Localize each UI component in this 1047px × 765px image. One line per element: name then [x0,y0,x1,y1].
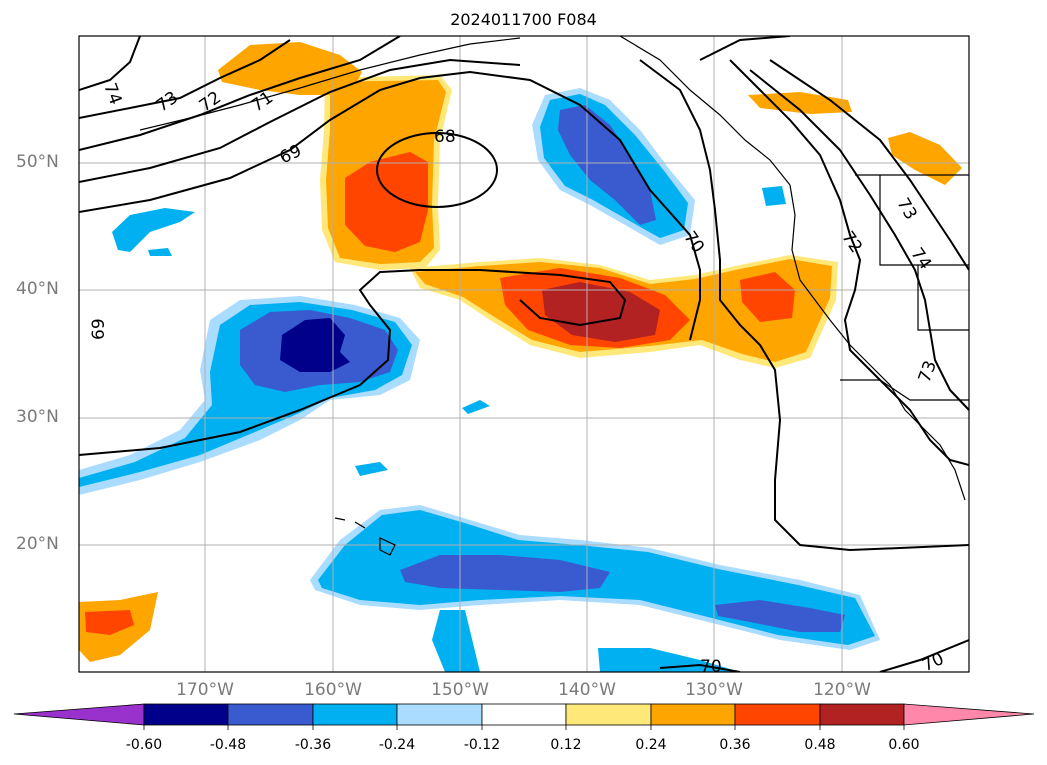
anomaly-red-n [345,152,428,252]
contour-label: 73 [892,195,920,224]
colorbar [13,703,1035,730]
anomaly-blue-tail [432,610,480,672]
contour-label-layer: 74 73 72 71 69 68 70 72 73 74 69 73 70 7… [89,80,947,677]
colorbar-tick: -0.24 [378,737,416,753]
anomaly-red-sw [85,610,134,635]
contour-label: 68 [434,127,456,147]
anomaly-fill-layer [79,42,962,672]
anomaly-orange-ak [218,42,362,95]
lat-label: 30°N [16,407,59,427]
anomaly-darkred-band [542,282,660,342]
contour-70-south [659,663,741,672]
lon-label: 160°W [304,680,362,700]
contour-label: 73 [153,88,182,117]
map-title: 2024011700 F084 [450,10,597,29]
colorbar-tick: 0.24 [635,737,667,753]
contour-label: 70 [700,657,722,677]
contour-68 [376,132,498,208]
colorbar-tick: -0.48 [209,737,247,753]
contour-71-west [79,58,521,183]
colorbar-tick: 0.36 [719,737,751,753]
colorbar-extend-low [13,703,145,726]
lat-label: 50°N [16,152,59,172]
colorbar-tick: 0.12 [550,737,582,753]
graticule [79,36,969,672]
map-frame [78,35,970,673]
contour-label: 74 [906,244,935,273]
contour-label: 69 [89,318,109,340]
contour-73-coast [749,69,969,411]
contour-label: 72 [196,88,225,117]
colorbar-tick: -0.36 [294,737,332,753]
lon-label: 120°W [813,680,871,700]
contour-72-east [699,36,791,61]
lat-label: 20°N [16,534,59,554]
anomaly-blue-small-5 [762,186,786,206]
lon-label: 150°W [431,680,489,700]
anomaly-orange-ak3 [888,132,962,185]
contour-72-coast [729,59,969,466]
contour-73-west [79,39,291,119]
lon-label: 170°W [176,680,234,700]
anomaly-blue-small-3 [355,462,388,476]
height-contours [79,36,969,672]
contour-69 [79,70,701,341]
contour-label: 69 [277,141,305,168]
colorbar-tick: -0.60 [125,737,163,753]
anomaly-blue-dark-ne [558,105,656,225]
contour-72-west [79,36,401,151]
contour-70-mid [79,269,627,456]
contour-74-west [79,36,141,91]
anomaly-blue-dark-south [400,555,610,592]
anomaly-blue-dark-south-2 [715,600,845,632]
lon-label: 130°W [685,680,743,700]
anomaly-blue-small-1 [112,208,195,252]
colorbar-tick: 0.48 [804,737,836,753]
anomaly-blue-small-2 [148,248,172,256]
anomaly-blue-small-4 [462,400,490,414]
lat-label: 40°N [16,279,59,299]
anomaly-red-band-2 [740,272,795,322]
contour-label: 74 [99,80,125,107]
contour-label: 71 [248,88,277,117]
colorbar-extend-high [903,703,1035,726]
contour-74-coast [769,59,969,271]
colorbar-tick: 0.60 [888,737,920,753]
colorbar-tick: -0.12 [463,737,501,753]
lon-label: 140°W [558,680,616,700]
contour-70-se [879,639,969,672]
contour-70-east [639,59,969,552]
